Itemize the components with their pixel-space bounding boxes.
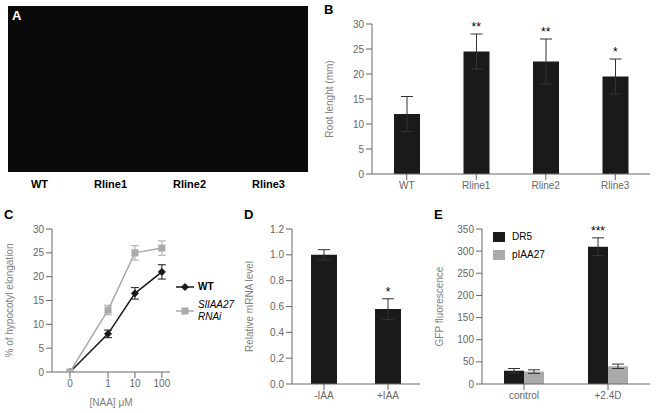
- svg-text:300: 300: [457, 246, 474, 257]
- svg-text:0.8: 0.8: [270, 275, 284, 286]
- svg-text:0.0: 0.0: [270, 379, 284, 390]
- svg-text:150: 150: [457, 312, 474, 323]
- svg-text:50: 50: [463, 356, 475, 367]
- html-text:pIAA27: pIAA27: [512, 249, 545, 260]
- svg-text:WT: WT: [399, 180, 415, 191]
- svg-text:0: 0: [468, 379, 474, 390]
- svg-text:+IAA: +IAA: [377, 390, 399, 401]
- svg-text:20: 20: [33, 271, 45, 282]
- html-text:B: B: [324, 2, 334, 17]
- svg-text:% of hypocotyl elongation: % of hypocotyl elongation: [8, 244, 15, 358]
- svg-text:0.4: 0.4: [270, 327, 284, 338]
- svg-text:0.2: 0.2: [270, 353, 284, 364]
- svg-text:350: 350: [457, 224, 474, 235]
- svg-text:0: 0: [358, 169, 364, 180]
- svg-text:Relative mRNA level: Relative mRNA level: [244, 261, 255, 352]
- svg-text:[NAA] μM: [NAA] μM: [90, 397, 133, 408]
- svg-text:+2.4D: +2.4D: [595, 390, 622, 401]
- svg-text:GFP fluorescence: GFP fluorescence: [434, 266, 445, 346]
- svg-text:10: 10: [33, 319, 45, 330]
- svg-text:Root lenght (mm): Root lenght (mm): [324, 60, 335, 137]
- svg-text:25: 25: [33, 247, 45, 258]
- svg-text:5: 5: [358, 144, 364, 155]
- html-text:SlIAA27 RNAi: SlIAA27 RNAi: [198, 298, 235, 322]
- svg-text:25: 25: [353, 44, 365, 55]
- svg-text:200: 200: [457, 290, 474, 301]
- svg-text:1.0: 1.0: [270, 249, 284, 260]
- svg-text:20: 20: [353, 69, 365, 80]
- html-text:Rline3: Rline3: [252, 178, 285, 190]
- svg-text:Rline3: Rline3: [601, 180, 630, 191]
- svg-text:30: 30: [353, 19, 365, 30]
- svg-text:*: *: [386, 285, 391, 299]
- svg-text:5: 5: [38, 343, 44, 354]
- html-text:WT: WT: [198, 280, 214, 292]
- svg-text:0: 0: [67, 378, 73, 389]
- svg-text:Rline1: Rline1: [462, 180, 491, 191]
- svg-text:0: 0: [38, 367, 44, 378]
- svg-text:***: ***: [591, 224, 605, 238]
- svg-text:**: **: [541, 25, 551, 39]
- svg-text:1.2: 1.2: [270, 224, 284, 235]
- svg-text:10: 10: [129, 378, 141, 389]
- html-text:Rline1: Rline1: [94, 178, 127, 190]
- html-text:DR5: DR5: [512, 231, 532, 242]
- svg-text:-IAA: -IAA: [314, 390, 334, 401]
- svg-text:Rline2: Rline2: [532, 180, 561, 191]
- html-text:C: C: [4, 207, 14, 222]
- svg-text:0.6: 0.6: [270, 301, 284, 312]
- html-text:E: E: [434, 207, 443, 222]
- svg-text:250: 250: [457, 268, 474, 279]
- svg-text:30: 30: [33, 224, 45, 235]
- svg-text:**: **: [472, 20, 482, 34]
- svg-text:15: 15: [353, 94, 365, 105]
- svg-text:100: 100: [154, 378, 171, 389]
- svg-text:10: 10: [353, 119, 365, 130]
- svg-text:1: 1: [105, 378, 111, 389]
- html-text:WT: WT: [31, 178, 49, 190]
- html-text:D: D: [244, 207, 254, 222]
- svg-text:*: *: [613, 45, 618, 59]
- svg-text:15: 15: [33, 295, 45, 306]
- svg-text:100: 100: [457, 334, 474, 345]
- html-text:A: A: [12, 8, 22, 23]
- html-text:Rline2: Rline2: [173, 178, 206, 190]
- svg-text:control: control: [509, 390, 539, 401]
